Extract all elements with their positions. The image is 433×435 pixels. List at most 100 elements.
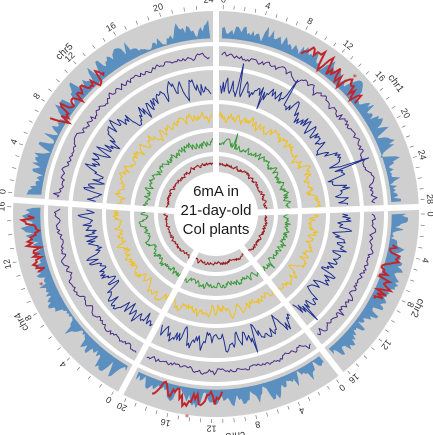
tick-chr1 [254, 8, 257, 13]
tick-label-chr1: 0 [221, 0, 226, 5]
tick-chr5 [12, 167, 17, 169]
tick-label-chr1: 24 [416, 149, 428, 161]
green-track-chr4 [138, 211, 181, 277]
tick-label-chr5: 4 [8, 138, 19, 146]
chromosome-gap-5 [8, 196, 181, 215]
tick-chr5 [19, 143, 24, 146]
tick-chr5 [48, 88, 52, 92]
centromere-track-5 [49, 69, 105, 125]
tick-chr3 [134, 402, 137, 407]
tick-chr1 [409, 145, 414, 148]
tick-chr3 [287, 405, 290, 410]
center-disc [176, 174, 256, 254]
purple-track-chr1 [221, 51, 378, 204]
tick-chr1 [417, 177, 422, 179]
tick-chr3 [155, 410, 158, 415]
tick-label-chr5: 16 [104, 20, 118, 34]
tick-chr5 [34, 109, 39, 113]
chromosome-gap-4 [115, 244, 202, 400]
tick-chr1 [365, 71, 370, 75]
tick-chr1 [379, 87, 384, 91]
navy-track-chr1 [220, 63, 370, 205]
chromosome-gaps [8, 6, 424, 400]
tick-chr1 [275, 14, 278, 19]
tick-marks [7, 5, 425, 423]
center-label: 6mA in 21-day-old Col plants [181, 183, 252, 238]
tick-chr4 [16, 274, 21, 277]
tick-chr2 [401, 300, 406, 303]
tick-chr5 [9, 179, 14, 181]
tick-chr1 [315, 31, 318, 35]
darkred-track-chr4 [163, 212, 192, 259]
purple-track-chr3 [146, 343, 311, 376]
centromere-track-4 [18, 215, 46, 273]
tick-chr2 [391, 320, 395, 323]
tick-label-chr2: 12 [379, 338, 393, 352]
tick-label-chr2: 8 [405, 300, 416, 309]
tick-chr3 [336, 379, 340, 384]
tick-chr1 [305, 26, 308, 30]
tick-chr3 [255, 415, 257, 420]
tick-chr3 [124, 398, 127, 402]
darkred-track-chr3 [194, 253, 246, 266]
centromere-track-1 [300, 46, 364, 104]
tick-label-chr3: 4 [298, 405, 307, 416]
purple-track-chr5 [53, 52, 210, 198]
navy-track-chr4 [77, 209, 153, 327]
yellow-track-chr4 [112, 210, 170, 301]
tick-chr5 [28, 120, 33, 123]
data-tracks: * * * * [18, 19, 409, 422]
tick-chr5 [135, 20, 138, 25]
tick-chr1 [415, 166, 420, 169]
chromosome-label-chr3: chr3 [225, 429, 246, 435]
center-label-line1: 6mA in [193, 183, 239, 200]
tick-chr4 [12, 261, 17, 264]
chromosome-label-chr1: chr1 [385, 72, 406, 95]
tick-chr2 [413, 268, 418, 271]
ring-backgrounds [12, 11, 419, 417]
tick-chr3 [144, 406, 147, 411]
navy-track-chr3 [160, 313, 291, 353]
tick-label-chr4: 12 [1, 258, 13, 270]
tick-label-chr1: 28 [425, 194, 433, 205]
tick-label-chr2: 4 [420, 257, 431, 264]
tick-chr2 [406, 290, 411, 293]
tick-chr3 [177, 415, 179, 420]
tick-chr5 [92, 45, 96, 49]
centromere-track-2 [373, 244, 402, 300]
tick-chr5 [41, 98, 45, 102]
center-label-line2: 21-day-old [181, 202, 252, 219]
yellow-track-chr5 [114, 111, 213, 205]
tick-chr2 [385, 329, 389, 333]
tick-chr2 [416, 258, 421, 260]
tick-label-chr1: 4 [264, 0, 271, 11]
tick-chr3 [317, 391, 321, 396]
tick-label-chr3: 20 [115, 400, 128, 413]
tick-chr1 [324, 36, 328, 41]
tick-chr1 [350, 56, 354, 60]
tick-chr1 [391, 106, 396, 109]
yellow-track-chr2 [277, 213, 319, 290]
tick-label-chr3: 12 [206, 423, 216, 433]
outer-density-track-chr1 [221, 26, 402, 203]
purple-track-chr4 [54, 208, 137, 353]
tick-chr2 [378, 338, 382, 342]
chromosome-gap-3 [235, 240, 347, 380]
tick-chr2 [418, 247, 423, 249]
tick-chr4 [33, 313, 37, 316]
green-track-chr2 [262, 213, 291, 272]
tick-chr4 [111, 391, 114, 396]
tick-chr5 [23, 131, 28, 134]
tick-label-chr1: 8 [306, 16, 315, 27]
darkred-track-chr5 [165, 162, 215, 210]
tick-label-chr5: 8 [31, 91, 42, 101]
green-track-chr3 [183, 271, 261, 289]
marker-1: * [353, 73, 357, 82]
chromosome-gap-2 [251, 203, 424, 216]
tick-chr1 [405, 135, 410, 138]
marker-4: * [185, 413, 189, 422]
tick-chr1 [372, 79, 377, 83]
tick-chr5 [113, 31, 116, 36]
tick-chr4 [21, 288, 26, 291]
